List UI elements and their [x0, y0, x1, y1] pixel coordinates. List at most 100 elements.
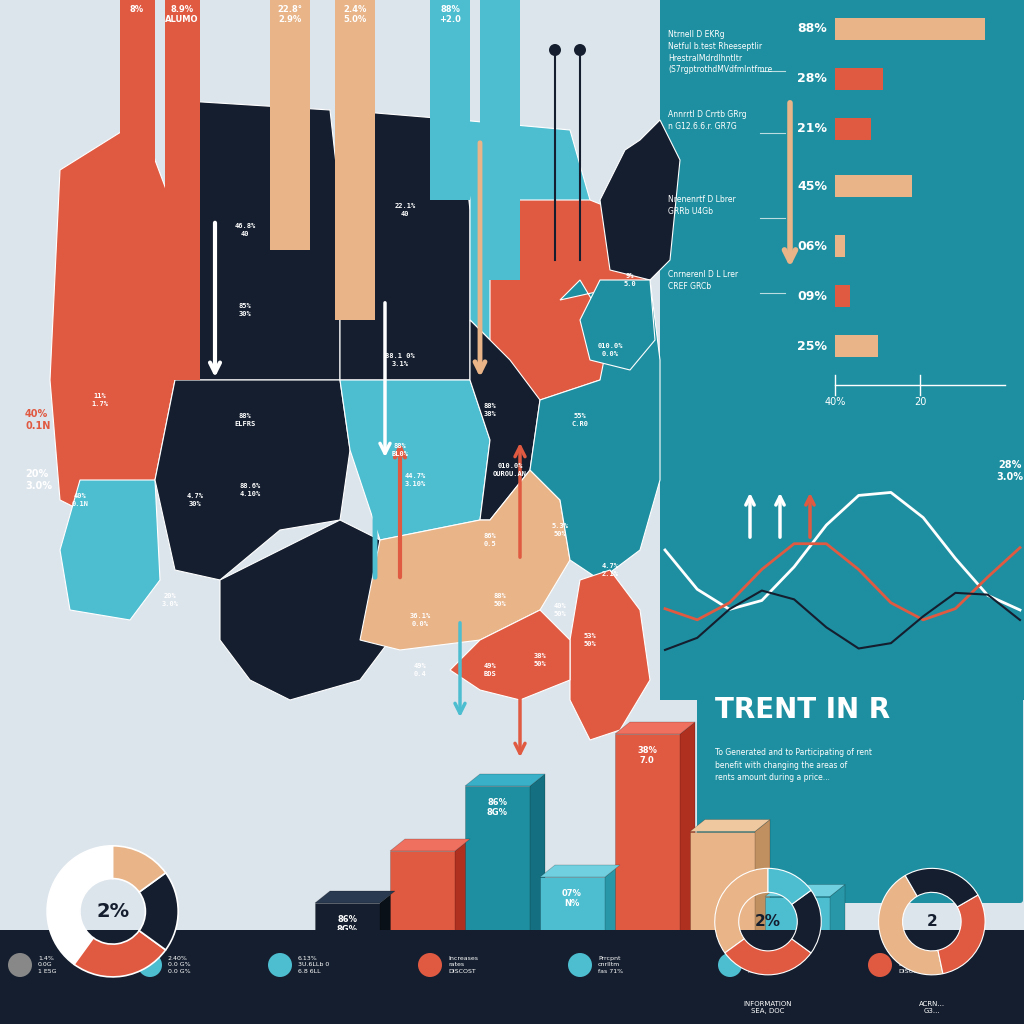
Bar — [480, 0, 520, 280]
Text: 88%
ELFRS: 88% ELFRS — [234, 414, 256, 427]
Text: 010.0%
0.0%: 010.0% 0.0% — [597, 343, 623, 356]
Polygon shape — [540, 865, 620, 877]
Bar — [615, 734, 680, 994]
Bar — [835, 118, 870, 140]
Text: 6.13%
3U.6LLb 0
6.8 6LL: 6.13% 3U.6LLb 0 6.8 6LL — [298, 956, 330, 974]
Bar — [660, 0, 1024, 540]
Bar — [835, 18, 985, 40]
Polygon shape — [340, 380, 490, 540]
Polygon shape — [170, 100, 340, 380]
Text: 49%
BDS: 49% BDS — [483, 664, 497, 677]
Text: 53%
50%: 53% 50% — [584, 634, 596, 646]
Bar — [660, 450, 1024, 700]
Text: 20%
3.0%: 20% 3.0% — [162, 594, 178, 606]
Circle shape — [418, 953, 442, 977]
Polygon shape — [455, 839, 470, 994]
Text: 09%: 09% — [797, 290, 827, 302]
Polygon shape — [220, 520, 390, 700]
Text: 07%
N%: 07% N% — [562, 889, 582, 908]
Text: 20: 20 — [913, 397, 926, 407]
Bar — [335, 0, 375, 319]
Text: 22.1%
40: 22.1% 40 — [394, 204, 416, 216]
Bar — [835, 234, 845, 257]
Text: 88.6%
4.10%: 88.6% 4.10% — [240, 483, 261, 497]
Circle shape — [8, 953, 32, 977]
Text: 49%
0.4: 49% 0.4 — [414, 664, 426, 677]
Text: 40%
50%: 40% 50% — [554, 603, 566, 616]
Bar — [835, 175, 911, 197]
Polygon shape — [580, 280, 655, 370]
Text: 22.8°
2.9%: 22.8° 2.9% — [278, 5, 302, 25]
Text: Ntrnell D EKRg
Netful b.test Rheeseptlir
HrestralMdrdlhntltr
(S7rgptrothdMVdfmln: Ntrnell D EKRg Netful b.test Rheeseptlir… — [668, 30, 772, 75]
Polygon shape — [465, 774, 545, 786]
Text: 40%
0.1N: 40% 0.1N — [25, 410, 50, 431]
Bar — [0, 930, 1024, 1024]
Text: 20%
3.0%: 20% 3.0% — [25, 469, 52, 490]
Bar — [430, 0, 470, 200]
Text: 1.4%
0.0G
1 E5G: 1.4% 0.0G 1 E5G — [38, 956, 56, 974]
Polygon shape — [690, 819, 770, 831]
Polygon shape — [360, 470, 570, 650]
Text: 2%: 2% — [755, 914, 781, 929]
Text: 88%
38%: 88% 38% — [483, 403, 497, 417]
Text: Cnrnerenl D L Lrer
CREF GRCb: Cnrnerenl D L Lrer CREF GRCb — [668, 270, 738, 291]
Circle shape — [574, 44, 586, 56]
Text: 38%
7.0: 38% 7.0 — [637, 746, 657, 765]
Polygon shape — [530, 280, 660, 580]
Text: Vllllutes
enmitins
fas 71%: Vllllutes enmitins fas 71% — [748, 956, 775, 974]
Wedge shape — [113, 846, 166, 892]
Text: 11%
1.7%: 11% 1.7% — [91, 393, 109, 407]
Text: 38%
50%: 38% 50% — [534, 653, 547, 667]
Wedge shape — [768, 868, 811, 904]
Bar — [835, 285, 850, 307]
Bar — [690, 831, 755, 994]
Text: 88.1 0%
3.1%: 88.1 0% 3.1% — [385, 353, 415, 367]
Text: 40%
0.1N: 40% 0.1N — [72, 494, 88, 507]
Text: 25%: 25% — [797, 340, 827, 352]
Bar — [465, 786, 530, 994]
Wedge shape — [47, 846, 113, 965]
Wedge shape — [725, 939, 811, 975]
Text: INFORMATION
SEA, DOC: INFORMATION SEA, DOC — [743, 1001, 793, 1015]
Text: ACRN...
G3...: ACRN... G3... — [919, 1001, 945, 1015]
Polygon shape — [600, 120, 680, 280]
Text: 9%
5.0: 9% 5.0 — [624, 273, 636, 287]
Circle shape — [549, 44, 561, 56]
Bar — [835, 335, 878, 357]
Wedge shape — [792, 890, 821, 953]
Bar — [270, 0, 310, 250]
Text: Lrertter G
Tutent
DISCOST: Lrertter G Tutent DISCOST — [898, 956, 929, 974]
Polygon shape — [460, 120, 590, 360]
Text: 44.7%
3.10%: 44.7% 3.10% — [404, 473, 426, 486]
Bar — [765, 896, 830, 994]
Bar — [165, 0, 200, 380]
Polygon shape — [830, 885, 845, 994]
Polygon shape — [390, 839, 470, 851]
Polygon shape — [570, 570, 650, 740]
Polygon shape — [155, 380, 350, 580]
Text: 4.7%
30%: 4.7% 30% — [186, 494, 204, 507]
Text: 55%
C.R0: 55% C.R0 — [571, 414, 589, 427]
Polygon shape — [450, 610, 570, 700]
Wedge shape — [715, 868, 768, 953]
Circle shape — [138, 953, 162, 977]
Text: 28%: 28% — [797, 73, 827, 85]
Text: 88%
BL0%: 88% BL0% — [391, 443, 409, 457]
Text: 88%
+2.0: 88% +2.0 — [439, 5, 461, 25]
Polygon shape — [315, 891, 395, 903]
Text: 88%
50%: 88% 50% — [494, 594, 507, 606]
Text: 4.7%
2.1%: 4.7% 2.1% — [601, 563, 618, 577]
Wedge shape — [74, 931, 166, 977]
Text: 2.40%
0.0 G%
0.0 G%: 2.40% 0.0 G% 0.0 G% — [168, 956, 190, 974]
Polygon shape — [490, 200, 650, 400]
Bar — [315, 903, 380, 994]
Polygon shape — [615, 722, 695, 734]
Text: 88%: 88% — [798, 23, 827, 36]
Circle shape — [268, 953, 292, 977]
Bar — [390, 851, 455, 994]
Polygon shape — [680, 722, 695, 994]
Circle shape — [718, 953, 742, 977]
Text: 06%: 06% — [797, 240, 827, 253]
Bar — [835, 68, 883, 90]
Wedge shape — [938, 895, 985, 974]
